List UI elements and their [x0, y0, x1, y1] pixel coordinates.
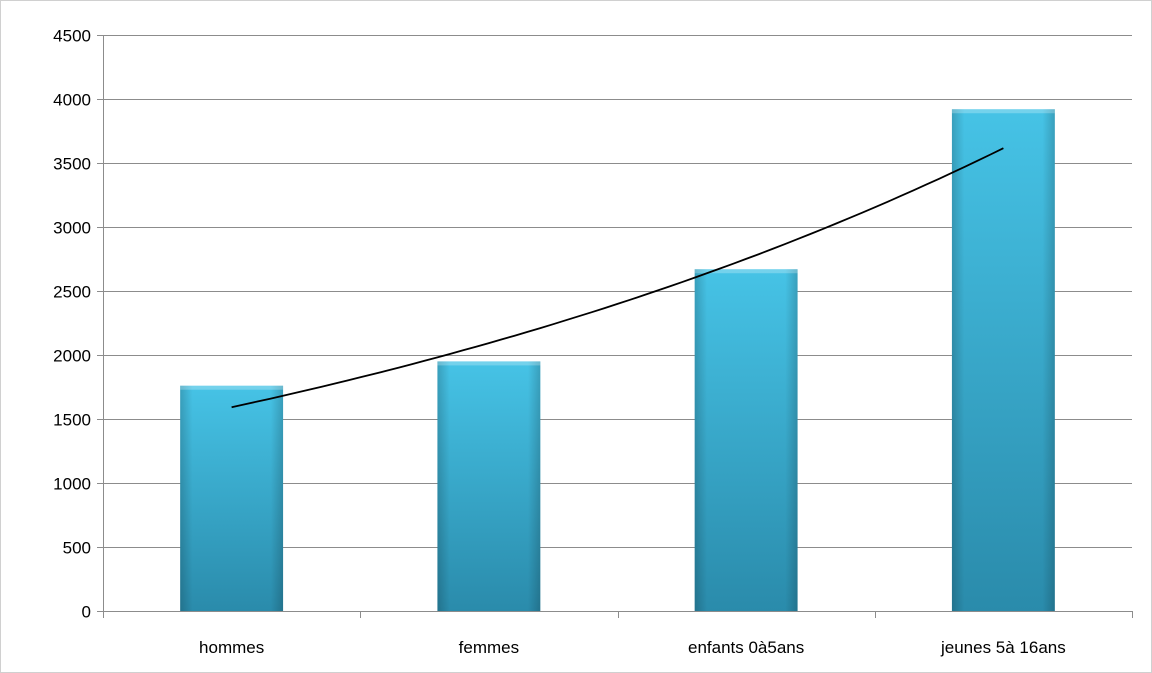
- x-category-label: hommes: [199, 638, 264, 657]
- bar-shading: [437, 361, 541, 611]
- y-tick-label: 1500: [53, 411, 91, 430]
- y-tick-label: 4000: [53, 91, 91, 110]
- bars: [180, 109, 1055, 612]
- axes: [97, 35, 1133, 618]
- bar-highlight: [694, 269, 798, 274]
- bar-highlight: [951, 109, 1055, 114]
- bar-shading: [180, 385, 284, 611]
- y-tick-label: 500: [63, 539, 91, 558]
- y-tick-label: 3000: [53, 219, 91, 238]
- x-category-label: femmes: [459, 638, 519, 657]
- y-tick-label: 4500: [53, 27, 91, 46]
- y-tick-label: 3500: [53, 155, 91, 174]
- bar-shading: [694, 269, 798, 611]
- trendline-group: [231, 147, 1004, 409]
- x-category-label: jeunes 5à 16ans: [940, 638, 1066, 657]
- trendline: [231, 147, 1004, 409]
- y-tick-label: 2000: [53, 347, 91, 366]
- y-tick-label: 2500: [53, 283, 91, 302]
- bar-shading: [951, 109, 1055, 612]
- bar-highlight: [180, 385, 284, 390]
- bar-highlight: [437, 361, 541, 366]
- x-category-label: enfants 0à5ans: [688, 638, 804, 657]
- y-tick-label: 1000: [53, 475, 91, 494]
- y-tick-label: 0: [82, 603, 91, 622]
- axis-labels: 0 500 1000 1500 2000 2500 3000 3500 4000 4500 homm…: [53, 27, 1066, 658]
